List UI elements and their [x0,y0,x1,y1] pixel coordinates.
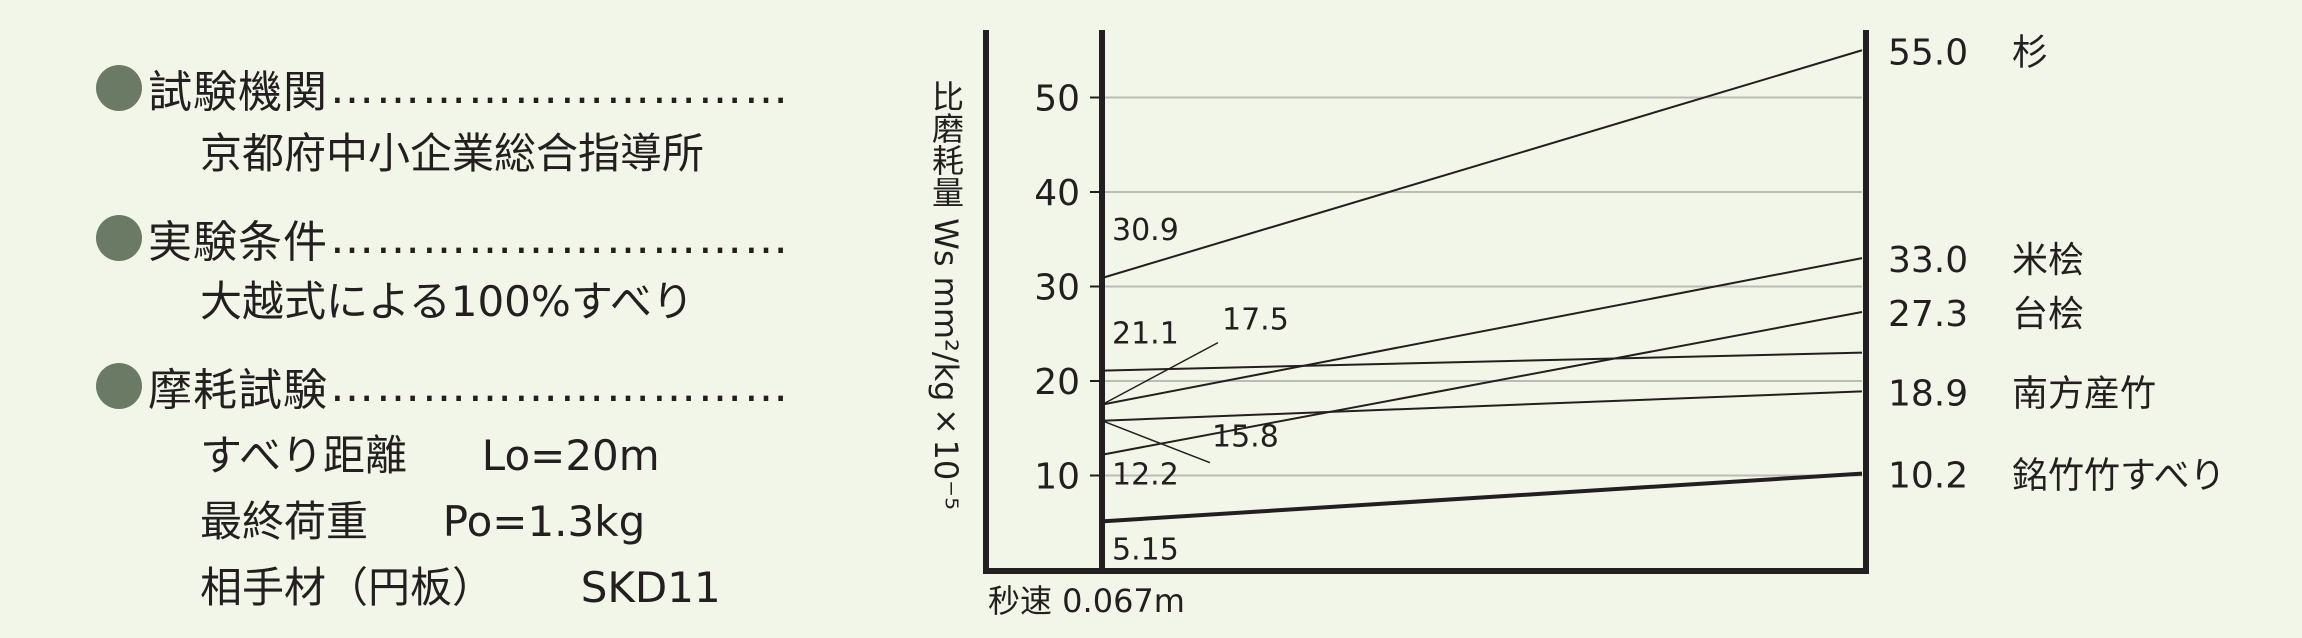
detail-value: Po=1.3kg [442,497,646,546]
detail-line: 相手材（円板） SKD11 [200,558,721,618]
leader-dots: ………………………… [330,360,790,412]
start-value-label: 21.1 [1112,317,1179,352]
y-tick-label: 40 [1034,173,1080,214]
section-heading-test-institution: 試験機関 ………………………… [96,58,790,118]
end-value-label: 10.2 [1888,456,1968,497]
series-name-label: 南方産竹 [2012,373,2156,414]
circle-bullet-icon [96,363,142,409]
detail-value: SKD11 [580,563,721,612]
detail-value: Lo=20m [481,431,660,480]
label-leader-line [1101,419,1211,464]
y-axis-label: 比磨耗量 Ws mm²/kg×10⁻⁵ [927,80,965,510]
detail-label: 最終荷重 [200,497,369,546]
series-name-label: 台桧 [2012,294,2084,335]
series-line [1101,311,1863,456]
start-value-label: 30.9 [1112,213,1179,248]
y-tick-label: 20 [1034,362,1080,403]
start-value-label: 17.5 [1222,303,1289,338]
data-labels: 30.9 17.5 12.2 21.1 15.8 5.15 55.0 杉 33.0 米桧 27.3 台… [1101,32,2225,567]
y-tick-label: 10 [1034,457,1080,498]
end-value-label: 33.0 [1888,240,1968,281]
section-heading-wear-test: 摩耗試験 ………………………… [96,356,790,416]
label-leader-line [1101,341,1219,406]
series-line [1101,257,1863,406]
detail-line: 最終荷重 Po=1.3kg [200,492,645,552]
series-name-label: 銘竹竹すべり [2012,456,2225,497]
start-value-label: 15.8 [1212,420,1279,455]
detail-label: 相手材（円板） [200,563,495,612]
detail-line: 京都府中小企業総合指導所 [200,124,704,184]
detail-label: すべり距離 [200,431,408,480]
x-axis-label: 秒速 0.067m [988,582,1185,620]
series-lines [1101,49,1863,524]
start-value-label: 5.15 [1112,532,1179,567]
series-name-label: 杉 [2012,32,2048,73]
section-heading-test-conditions: 実験条件 ………………………… [96,208,790,268]
series-name-label: 米桧 [2012,240,2084,281]
y-tick-label: 30 [1034,268,1080,309]
section-heading-label: 試験機関 [148,67,328,118]
detail-label: 大越式による100%すべり [200,277,694,326]
end-value-label: 27.3 [1888,294,1968,335]
series-line [1101,471,1863,524]
series-line [1101,49,1863,279]
start-value-label: 12.2 [1112,458,1179,493]
detail-line: 大越式による100%すべり [200,272,694,332]
series-line [1101,351,1863,372]
end-value-label: 18.9 [1888,373,1968,414]
section-heading-label: 実験条件 [148,217,328,268]
y-tick-label: 50 [1034,79,1080,120]
detail-label: 京都府中小企業総合指導所 [200,129,705,178]
leader-dots: ………………………… [330,62,790,114]
circle-bullet-icon [96,65,142,111]
detail-line: すべり距離 Lo=20m [200,426,660,486]
axes: 10 20 30 40 50 [983,30,1869,574]
circle-bullet-icon [96,215,142,261]
series-line [1101,390,1863,422]
end-value-label: 55.0 [1888,32,1968,73]
section-heading-label: 摩耗試験 [148,365,328,416]
leader-dots: ………………………… [330,212,790,264]
